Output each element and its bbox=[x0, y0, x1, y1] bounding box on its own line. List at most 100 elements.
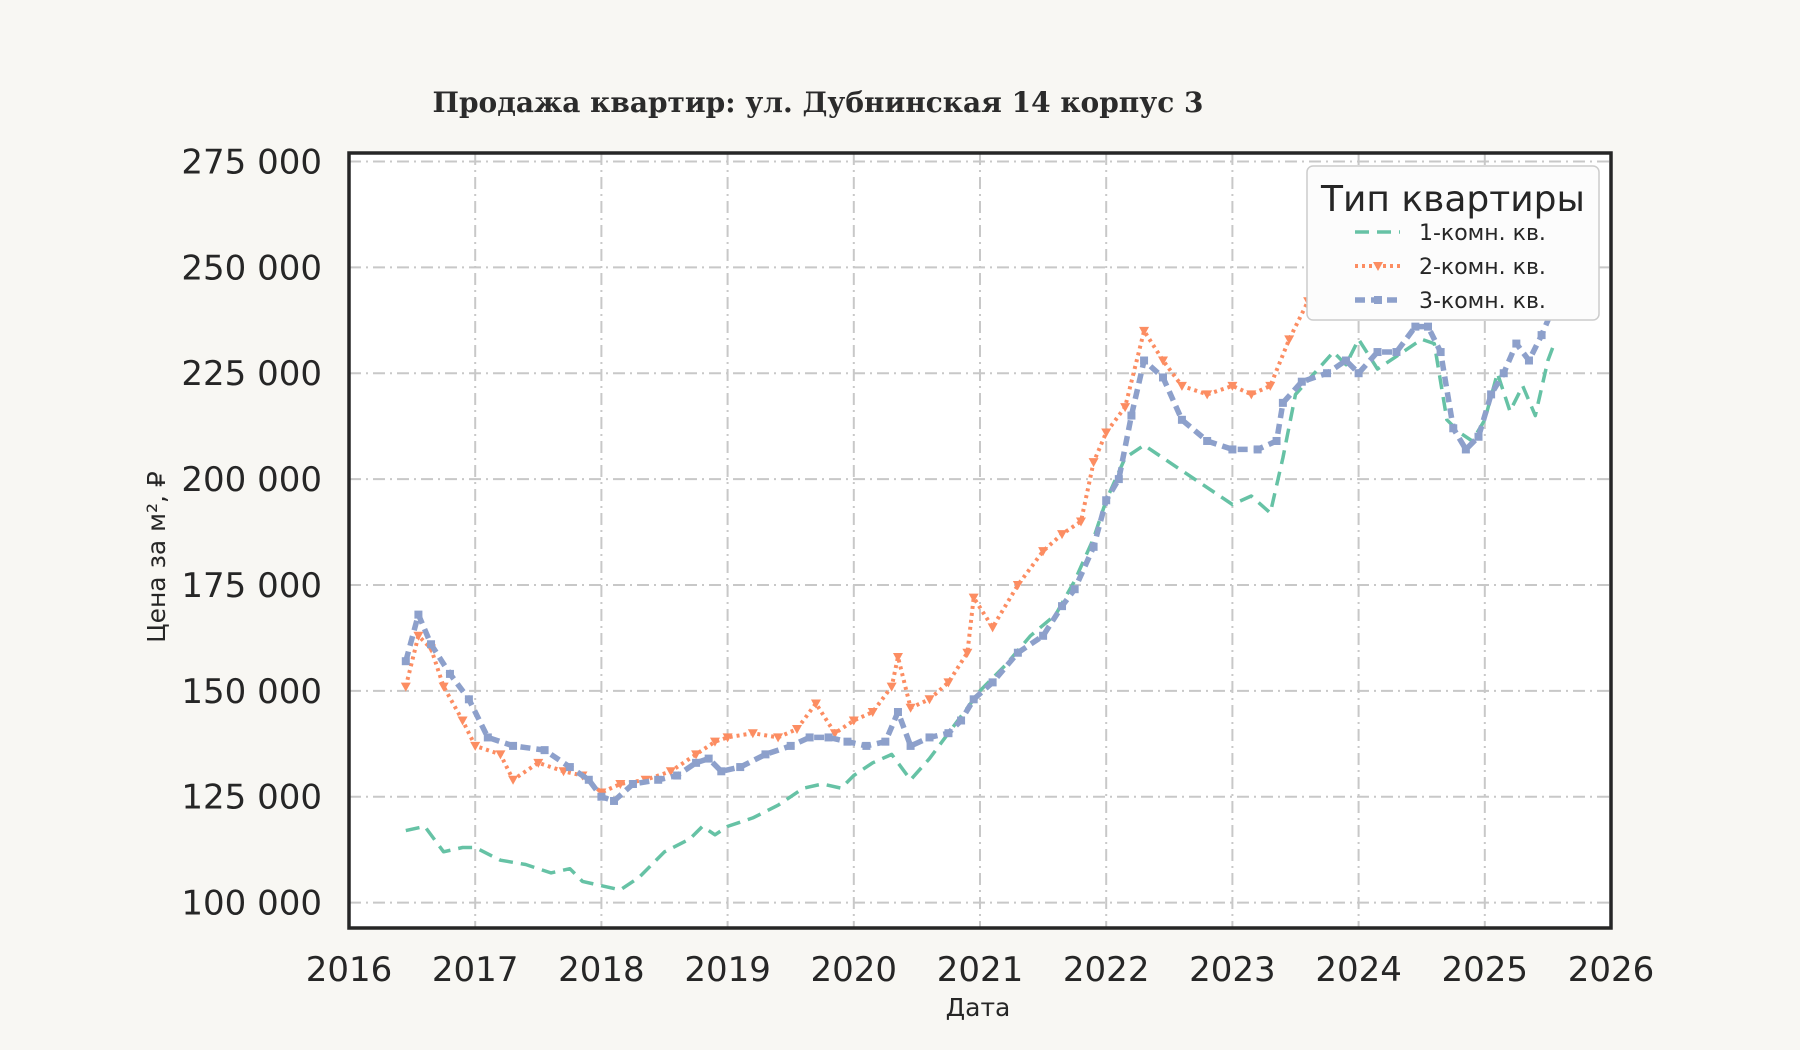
data-point bbox=[1424, 322, 1433, 331]
plot-frame bbox=[347, 151, 1613, 930]
legend-label: 1-комн. кв. bbox=[1419, 221, 1546, 246]
data-point bbox=[1202, 390, 1213, 400]
data-point bbox=[893, 708, 902, 717]
data-point bbox=[400, 682, 411, 692]
data-point bbox=[1284, 335, 1295, 345]
series-1 bbox=[405, 337, 1556, 892]
x-tick-label: 2026 bbox=[1568, 950, 1655, 990]
data-point bbox=[1227, 381, 1238, 391]
data-point bbox=[1461, 445, 1470, 454]
y-tick-label: 125 000 bbox=[181, 778, 322, 818]
legend-marker bbox=[1373, 262, 1383, 271]
legend-label: 3-комн. кв. bbox=[1419, 289, 1546, 314]
data-point bbox=[824, 733, 833, 742]
data-point bbox=[722, 733, 733, 743]
legend-marker bbox=[1374, 296, 1382, 304]
data-point bbox=[881, 737, 890, 746]
data-point bbox=[654, 775, 663, 784]
data-point bbox=[886, 682, 897, 692]
y-tick-label: 250 000 bbox=[181, 248, 322, 288]
data-point bbox=[988, 678, 997, 687]
data-point bbox=[533, 758, 544, 768]
data-point bbox=[1341, 356, 1350, 365]
data-point bbox=[413, 631, 424, 641]
legend-items: 1-комн. кв. 2-комн. кв. 3-комн. кв. bbox=[1355, 221, 1546, 314]
data-point bbox=[1487, 390, 1496, 399]
data-point bbox=[1246, 390, 1257, 400]
data-point bbox=[1039, 631, 1048, 640]
y-tick-label: 100 000 bbox=[181, 884, 322, 924]
legend-item-1: 1-комн. кв. bbox=[1355, 221, 1546, 246]
x-tick-label: 2019 bbox=[684, 950, 771, 990]
data-point bbox=[1228, 445, 1237, 454]
data-point bbox=[943, 678, 954, 688]
data-point bbox=[457, 716, 468, 726]
data-point bbox=[1157, 356, 1168, 366]
data-point bbox=[1070, 585, 1079, 594]
data-point bbox=[1474, 432, 1483, 441]
legend-label: 2-комн. кв. bbox=[1419, 255, 1546, 280]
x-tick-label: 2020 bbox=[811, 950, 898, 990]
data-point bbox=[1203, 436, 1212, 445]
data-point bbox=[1253, 445, 1262, 454]
data-point bbox=[1436, 348, 1445, 357]
data-point bbox=[968, 593, 979, 603]
data-point bbox=[615, 780, 626, 790]
y-tick-label: 275 000 bbox=[181, 142, 322, 182]
data-point bbox=[1127, 411, 1136, 420]
data-point bbox=[1297, 377, 1306, 386]
data-point bbox=[464, 695, 473, 704]
data-point bbox=[924, 695, 935, 705]
x-tick-label: 2016 bbox=[306, 950, 393, 990]
data-point bbox=[628, 780, 637, 789]
x-tick-label: 2024 bbox=[1315, 950, 1402, 990]
x-tick-label: 2017 bbox=[432, 950, 519, 990]
data-point bbox=[1120, 403, 1131, 413]
data-point bbox=[1176, 381, 1187, 391]
data-point bbox=[1013, 648, 1022, 657]
data-point bbox=[1140, 356, 1149, 365]
y-tick-label: 200 000 bbox=[181, 460, 322, 500]
data-point bbox=[1057, 530, 1068, 540]
series-line bbox=[405, 337, 1556, 892]
data-point bbox=[1411, 322, 1420, 331]
data-point bbox=[445, 669, 454, 678]
data-point bbox=[1177, 415, 1186, 424]
data-point bbox=[962, 648, 973, 658]
x-axis-label: Дата bbox=[946, 993, 1011, 1022]
data-point bbox=[610, 796, 619, 805]
data-point bbox=[1278, 398, 1287, 407]
data-point bbox=[1449, 424, 1458, 433]
data-point bbox=[1354, 369, 1363, 378]
data-point bbox=[1139, 326, 1150, 336]
data-point bbox=[1089, 542, 1098, 551]
data-point bbox=[848, 716, 859, 726]
y-axis: 100 000 125 000 150 000 175 000 200 000 225 0… bbox=[181, 142, 322, 923]
y-tick-label: 225 000 bbox=[181, 354, 322, 394]
data-point bbox=[1323, 369, 1332, 378]
chart-title: Продажа квартир: ул. Дубнинская 14 корпу… bbox=[433, 86, 1204, 119]
data-point bbox=[1512, 339, 1521, 348]
x-tick-label: 2023 bbox=[1189, 950, 1276, 990]
data-point bbox=[508, 775, 519, 785]
data-point bbox=[401, 657, 410, 666]
x-axis: 2016 2017 2018 2019 2020 2021 2022 2023 2024 2025… bbox=[306, 950, 1655, 990]
data-point bbox=[773, 733, 784, 743]
data-point bbox=[867, 708, 878, 718]
data-point bbox=[1114, 475, 1123, 484]
data-point bbox=[709, 737, 720, 747]
data-point bbox=[1158, 373, 1167, 382]
data-point bbox=[1038, 547, 1049, 557]
data-point bbox=[1088, 458, 1099, 468]
data-point bbox=[717, 767, 726, 776]
data-point bbox=[957, 716, 966, 725]
legend-item-3: 3-комн. кв. bbox=[1355, 289, 1546, 314]
data-point bbox=[1012, 580, 1023, 590]
data-point bbox=[969, 695, 978, 704]
data-point bbox=[905, 703, 916, 713]
data-point bbox=[414, 610, 423, 619]
data-point bbox=[691, 750, 702, 760]
data-point bbox=[1272, 436, 1281, 445]
